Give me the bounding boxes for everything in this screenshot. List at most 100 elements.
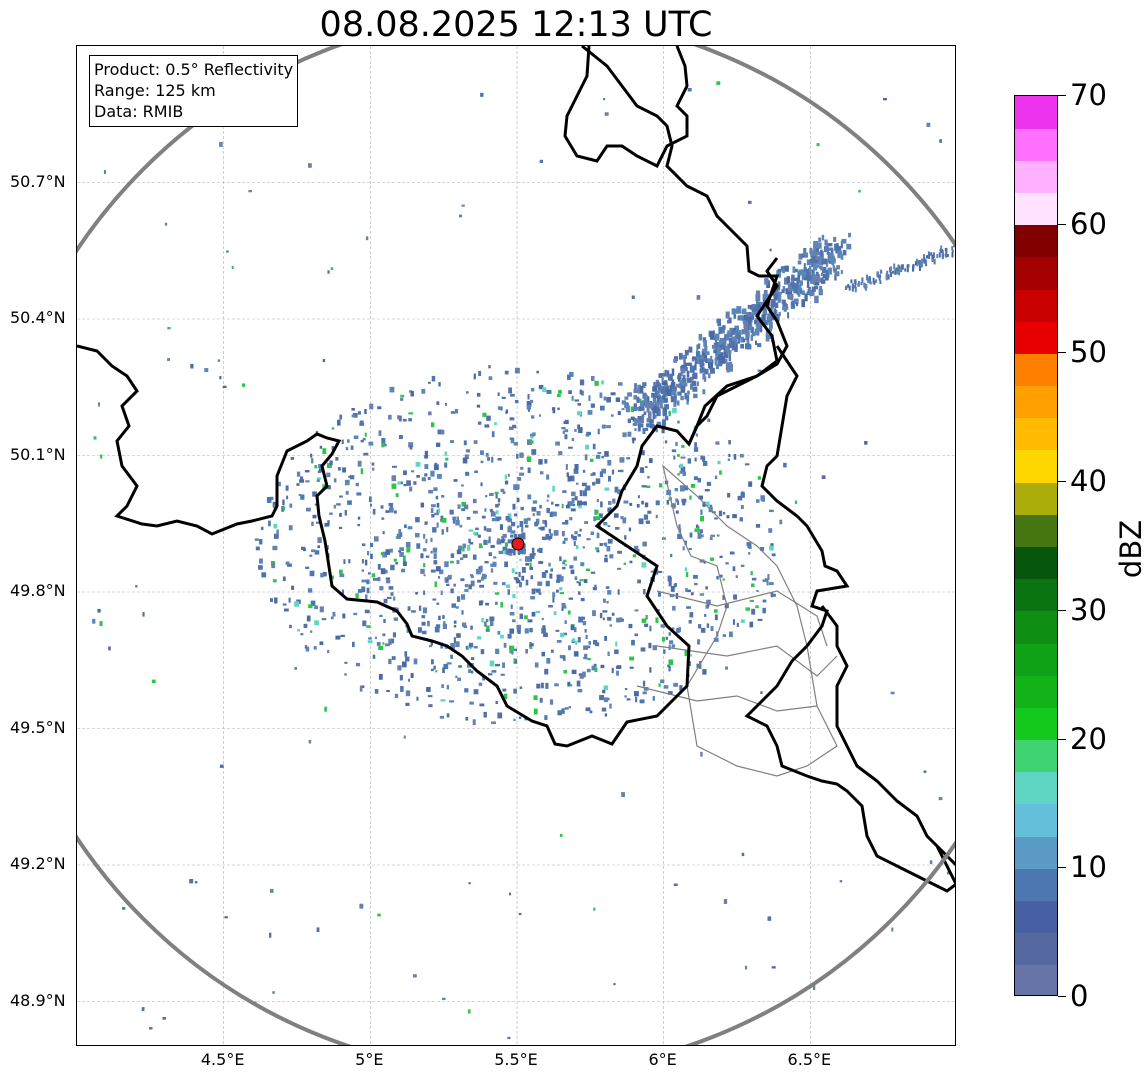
echo-pixel: [461, 508, 466, 512]
echo-pixel: [785, 288, 791, 295]
echo-pixel: [787, 283, 791, 292]
echo-pixel: [459, 557, 464, 561]
echo-pixel: [787, 312, 790, 319]
echo-pixel: [433, 553, 437, 560]
echo-pixel: [689, 495, 692, 500]
echo-pixel: [382, 642, 385, 645]
echo-pixel: [391, 483, 397, 489]
echo-pixel: [688, 661, 691, 666]
echo-pixel: [584, 454, 588, 461]
echo-pixel: [538, 459, 543, 465]
echo-pixel: [723, 899, 728, 904]
echo-pixel: [204, 368, 209, 373]
echo-pixel: [322, 358, 326, 363]
echo-pixel: [167, 327, 171, 330]
echo-pixel: [538, 592, 542, 595]
colorbar-segment: [1015, 96, 1057, 129]
echo-pixel: [669, 373, 673, 381]
echo-pixel: [522, 535, 526, 540]
echo-pixel: [477, 421, 482, 425]
echo-pixel: [509, 437, 513, 440]
echo-pixel: [602, 689, 606, 694]
echo-pixel: [694, 363, 697, 371]
echo-pixel: [360, 439, 364, 443]
radar-map[interactable]: [76, 45, 956, 1046]
echo-pixel: [344, 661, 348, 664]
echo-pixel: [643, 514, 649, 520]
echo-pixel: [747, 304, 753, 309]
echo-pixel: [875, 279, 878, 283]
echo-pixel: [809, 248, 813, 255]
colorbar-label: dBZ: [1114, 519, 1148, 579]
echo-pixel: [605, 542, 608, 547]
echo-pixel: [308, 163, 312, 168]
echo-pixel: [617, 567, 622, 570]
echo-pixel: [507, 1036, 511, 1039]
echo-pixel: [678, 352, 683, 360]
echo-pixel: [544, 520, 547, 525]
echo-pixel: [803, 267, 807, 272]
echo-pixel: [616, 670, 619, 676]
echo-pixel: [631, 639, 635, 646]
echo-pixel: [649, 458, 653, 464]
echo-pixel: [825, 248, 828, 252]
echo-pixel: [360, 468, 363, 475]
echo-pixel: [745, 607, 750, 611]
echo-pixel: [521, 567, 526, 573]
echo-pixel: [660, 389, 663, 395]
echo-pixel: [461, 204, 465, 207]
echo-pixel: [516, 453, 519, 459]
echo-pixel: [523, 518, 528, 525]
echo-pixel: [394, 693, 399, 699]
echo-pixel: [653, 382, 656, 389]
echo-pixel: [374, 636, 377, 640]
echo-pixel: [655, 428, 658, 433]
echo-pixel: [458, 545, 463, 551]
echo-pixel: [709, 537, 713, 541]
echo-pixel: [789, 293, 794, 300]
echo-pixel: [296, 471, 301, 477]
echo-pixel: [485, 452, 489, 457]
echo-pixel: [337, 419, 341, 426]
echo-pixel: [628, 527, 632, 532]
echo-pixel: [624, 535, 627, 540]
echo-pixel: [391, 475, 397, 482]
echo-pixel: [520, 506, 524, 511]
echo-pixel: [411, 610, 416, 613]
echo-pixel: [777, 295, 781, 303]
echo-pixel: [714, 614, 718, 621]
echo-pixel: [514, 367, 520, 374]
echo-pixel: [472, 510, 478, 514]
echo-pixel: [357, 460, 362, 467]
echo-pixel: [756, 297, 759, 305]
echo-pixel: [365, 594, 368, 600]
echo-pixel: [661, 537, 666, 540]
echo-pixel: [662, 419, 666, 427]
colorbar-tick: [1058, 996, 1066, 997]
echo-pixel: [840, 270, 843, 274]
echo-pixel: [453, 637, 457, 644]
echo-pixel: [486, 415, 491, 421]
echo-pixel: [584, 521, 588, 525]
echo-pixel: [369, 403, 374, 410]
echo-pixel: [511, 549, 515, 554]
echo-pixel: [539, 504, 542, 509]
echo-pixel: [450, 588, 454, 594]
echo-pixel: [580, 598, 585, 602]
colorbar-segment: [1015, 900, 1057, 934]
echo-pixel: [455, 520, 460, 526]
echo-pixel: [698, 333, 703, 341]
echo-pixel: [487, 457, 490, 461]
echo-pixel: [938, 252, 941, 258]
echo-pixel: [370, 553, 373, 559]
echo-pixel: [622, 432, 627, 438]
echo-pixel: [510, 534, 514, 538]
echo-pixel: [579, 579, 584, 582]
echo-pixel: [578, 581, 581, 586]
echo-pixel: [691, 380, 696, 387]
echo-pixel: [577, 500, 582, 507]
echo-pixel: [694, 356, 699, 364]
echo-pixel: [699, 359, 704, 368]
echo-pixel: [400, 397, 404, 401]
echo-pixel: [317, 470, 322, 473]
